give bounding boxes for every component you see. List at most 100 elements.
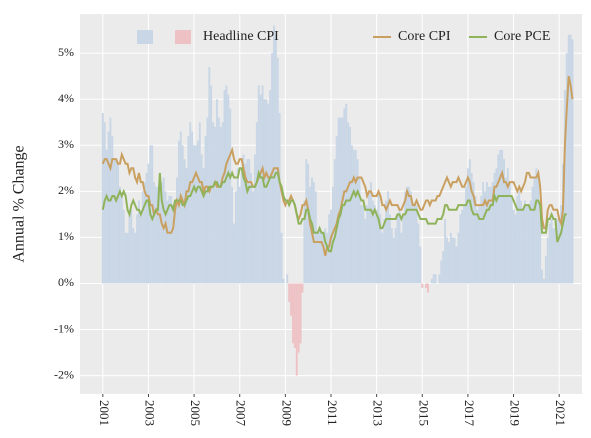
- bar: [273, 25, 275, 284]
- bar: [541, 269, 544, 284]
- x-tick-label: 2007: [234, 400, 249, 427]
- bar: [432, 274, 435, 284]
- bar: [137, 200, 140, 284]
- bar: [215, 99, 218, 284]
- bar: [166, 200, 169, 284]
- bar: [411, 205, 414, 284]
- bar: [212, 122, 215, 284]
- bar: [195, 145, 197, 284]
- bar: [356, 159, 359, 284]
- legend: Headline CPI Core CPI Core PCE: [137, 29, 550, 44]
- x-tick-label: 2015: [416, 400, 431, 426]
- bar: [322, 232, 325, 284]
- bar: [354, 149, 357, 284]
- bar: [465, 186, 467, 284]
- bar: [130, 209, 133, 284]
- bar: [565, 53, 568, 284]
- bar: [183, 159, 186, 284]
- bar: [533, 177, 536, 284]
- line: [101, 167, 567, 253]
- bar: [485, 182, 488, 284]
- x-tick-label: 2013: [371, 400, 386, 426]
- bar: [157, 186, 159, 284]
- bar: [320, 232, 323, 284]
- bar: [145, 172, 148, 284]
- bar: [522, 209, 525, 284]
- bar: [421, 283, 424, 289]
- bar: [292, 283, 294, 344]
- bar: [191, 131, 194, 284]
- bar: [210, 85, 213, 284]
- bar: [535, 168, 538, 284]
- bar: [147, 163, 150, 284]
- y-tick-label: 4%: [58, 91, 74, 105]
- bar: [293, 283, 296, 348]
- bar: [466, 168, 469, 284]
- bar: [168, 195, 171, 284]
- bar: [385, 200, 388, 284]
- bar: [495, 168, 498, 284]
- bar: [499, 149, 502, 284]
- bar: [455, 246, 458, 284]
- bar: [427, 283, 429, 293]
- bar: [398, 209, 401, 284]
- bar: [442, 251, 445, 284]
- bar: [512, 209, 515, 284]
- bar: [457, 232, 460, 284]
- bar: [558, 218, 561, 284]
- bar: [524, 200, 526, 284]
- y-axis-label: Annual % Change: [11, 145, 28, 262]
- bar: [231, 186, 234, 284]
- bar: [390, 228, 393, 284]
- axes: -2% -1% 0% 1% 2% 3% 4% 5% 2001 2003 2005 2007 2009 20…: [54, 45, 568, 427]
- x-tick-label: 2011: [325, 400, 340, 426]
- bar: [472, 182, 475, 284]
- bar: [255, 122, 258, 284]
- bar: [187, 136, 190, 284]
- bar: [122, 209, 125, 284]
- y-tick-label: -1%: [54, 321, 74, 335]
- bar: [362, 205, 365, 284]
- bar: [567, 34, 570, 284]
- bar: [552, 228, 555, 284]
- bar: [198, 122, 201, 284]
- bar: [269, 90, 272, 284]
- legend-label: Core PCE: [494, 29, 550, 44]
- bar: [563, 90, 566, 284]
- bar: [438, 274, 441, 284]
- bar: [556, 218, 559, 284]
- bar: [358, 177, 361, 284]
- bar: [153, 182, 156, 284]
- lines: [101, 75, 574, 257]
- bar: [345, 103, 348, 284]
- bar: [544, 255, 547, 284]
- bar: [548, 223, 551, 284]
- bar: [560, 205, 563, 284]
- bar: [219, 126, 222, 284]
- bar: [117, 163, 119, 284]
- bar: [527, 205, 530, 284]
- bar: [525, 205, 528, 284]
- bar: [115, 159, 118, 284]
- bar: [474, 195, 477, 284]
- bar: [139, 214, 142, 284]
- bar: [339, 117, 342, 284]
- bar: [406, 186, 409, 284]
- bar: [546, 237, 549, 284]
- bar: [295, 283, 298, 376]
- bar: [185, 168, 188, 284]
- bar: [206, 117, 209, 284]
- bar: [282, 278, 285, 284]
- legend-label: Headline CPI: [203, 29, 279, 44]
- bar: [489, 186, 492, 284]
- bar: [193, 145, 196, 284]
- bar: [236, 168, 239, 284]
- bar: [409, 191, 412, 284]
- bar: [368, 191, 370, 284]
- bar: [396, 214, 399, 284]
- bar: [134, 232, 137, 284]
- bar: [360, 205, 363, 284]
- bar: [223, 90, 226, 284]
- bar: [316, 232, 319, 284]
